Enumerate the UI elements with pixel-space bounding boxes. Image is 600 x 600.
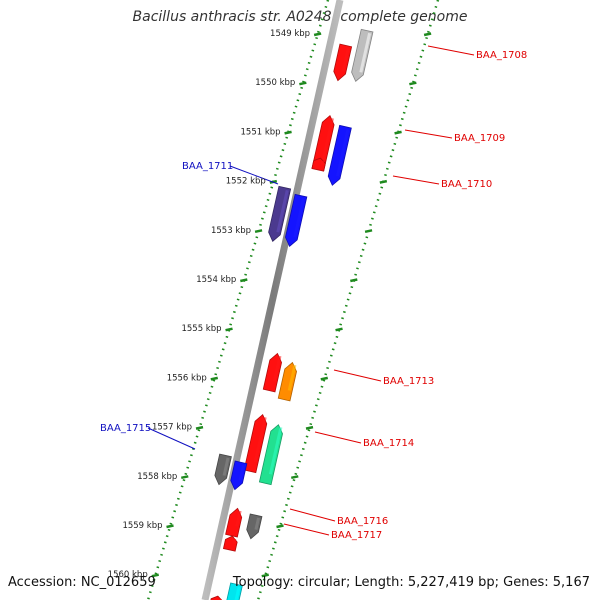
leader-line <box>283 523 330 536</box>
gene-labels: BAA_1708 BAA_1709 BAA_1710 BAA_1711 BAA_1713… <box>100 45 527 541</box>
major-tick <box>335 327 343 332</box>
kbp-label: 1554 kbp <box>196 275 236 285</box>
kbp-label: 1557 kbp <box>152 423 192 433</box>
gene-arrow[interactable] <box>311 157 326 172</box>
gene-arrow[interactable] <box>350 28 374 83</box>
gene-arrow[interactable] <box>225 507 244 538</box>
leader-line <box>404 129 453 139</box>
outer-tick-ring <box>256 0 440 600</box>
major-tick <box>290 475 299 480</box>
major-tick <box>225 327 233 332</box>
backbone-line <box>201 0 344 600</box>
leader-line <box>427 45 475 56</box>
gene-arrow[interactable] <box>267 185 292 242</box>
gene-arrow[interactable] <box>284 193 308 248</box>
leader-line <box>392 175 440 185</box>
major-tick <box>276 524 284 529</box>
gene-label-baa-1711[interactable]: BAA_1711 <box>182 161 233 172</box>
tick-marks <box>146 0 440 600</box>
major-tick <box>320 376 329 381</box>
kbp-label: 1552 kbp <box>226 177 266 187</box>
gene-label-baa-1709[interactable]: BAA_1709 <box>454 133 505 144</box>
major-tick <box>379 179 388 184</box>
inner-tick-ring <box>146 0 330 600</box>
gene-label-baa-1716[interactable]: BAA_1716 <box>337 516 388 527</box>
kbp-labels: 1549 kbp 1550 kbp 1551 kbp 1552 kbp 1553 kbp… <box>108 29 310 580</box>
major-tick <box>180 475 189 480</box>
major-tick <box>313 32 322 37</box>
kbp-label: 1558 kbp <box>137 472 177 482</box>
gene-arrow[interactable] <box>243 413 268 474</box>
gene-arrow[interactable] <box>208 595 224 600</box>
kbp-label: 1559 kbp <box>122 521 162 531</box>
leader-line <box>289 508 336 522</box>
gene-arrow[interactable] <box>225 582 243 600</box>
major-tick <box>151 573 160 578</box>
kbp-label: 1556 kbp <box>167 373 207 383</box>
gene-label-baa-1713[interactable]: BAA_1713 <box>383 376 434 387</box>
major-tick <box>350 278 358 283</box>
major-tick <box>195 425 204 430</box>
kbp-label: 1549 kbp <box>270 29 310 39</box>
gene-label-baa-1708[interactable]: BAA_1708 <box>476 50 527 61</box>
gene-arrow[interactable] <box>222 535 238 552</box>
major-tick <box>254 229 263 234</box>
gene-arrow[interactable] <box>213 453 232 486</box>
gene-arrow[interactable] <box>326 124 352 186</box>
gene-arrow[interactable] <box>258 423 284 486</box>
kbp-label: 1551 kbp <box>241 127 281 137</box>
major-tick <box>261 573 270 578</box>
kbp-label: 1550 kbp <box>255 78 295 88</box>
major-tick <box>299 81 307 86</box>
kbp-label: 1555 kbp <box>181 324 221 334</box>
gene-label-baa-1710[interactable]: BAA_1710 <box>441 179 492 190</box>
major-tick <box>305 425 314 430</box>
major-tick <box>423 32 432 37</box>
gene-label-baa-1714[interactable]: BAA_1714 <box>363 438 414 449</box>
kbp-label: 1553 kbp <box>211 226 251 236</box>
leader-line <box>333 369 382 382</box>
gene-arrow[interactable] <box>262 352 283 393</box>
leader-line <box>147 427 196 450</box>
gene-arrow[interactable] <box>332 43 353 82</box>
major-tick <box>210 376 219 381</box>
kbp-label: 1560 kbp <box>108 570 148 580</box>
genome-backbone <box>201 0 344 600</box>
major-tick <box>166 524 174 529</box>
gene-label-baa-1715[interactable]: BAA_1715 <box>100 423 151 434</box>
genome-title: Bacillus anthracis str. A0248, complete … <box>132 9 468 25</box>
gene-label-baa-1717[interactable]: BAA_1717 <box>331 530 382 541</box>
gene-arrow[interactable] <box>245 513 263 540</box>
leader-line <box>314 431 362 444</box>
major-tick <box>394 130 402 135</box>
major-tick <box>409 81 417 86</box>
genome-summary-text: Topology: circular; Length: 5,227,419 bp… <box>232 575 590 590</box>
major-tick <box>364 229 373 234</box>
gene-arrow[interactable] <box>229 460 248 491</box>
gene-arrow[interactable] <box>277 361 298 402</box>
gene-features <box>208 28 374 600</box>
leader-line <box>229 165 279 185</box>
accession-text: Accession: NC_012659 <box>8 575 156 590</box>
major-tick <box>284 130 292 135</box>
major-tick <box>240 278 248 283</box>
